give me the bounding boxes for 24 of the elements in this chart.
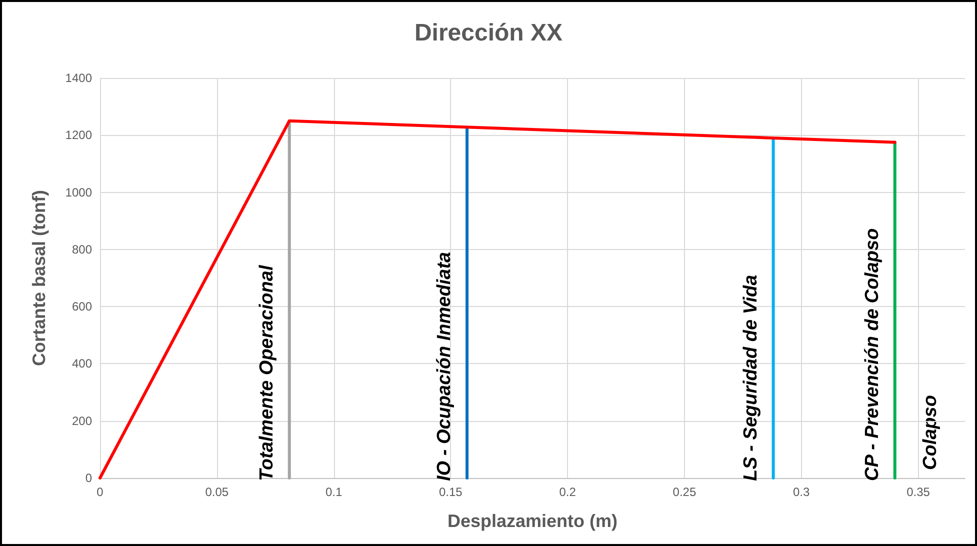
text: IO - Ocupación Inmediata [434, 251, 456, 481]
x-tick-label: 0.05 [205, 485, 229, 499]
chart-title: Dirección XX [414, 20, 563, 46]
y-tick-label: 1200 [65, 128, 92, 142]
y-tick-label: 800 [72, 242, 92, 256]
y-tick-label: 1000 [65, 185, 92, 200]
x-tick-label: 0.25 [672, 485, 696, 499]
y-tick-label: 0 [85, 471, 92, 485]
x-tick-label: 0.1 [325, 485, 342, 499]
x-tick-label: 0.3 [793, 485, 810, 499]
annotation: Colapso [920, 395, 941, 470]
text: Totalmente Operacional [256, 264, 278, 481]
x-tick-label: 0.35 [906, 485, 930, 499]
text: CP - Prevención de Colapso [862, 228, 883, 481]
x-tick-label: 0 [96, 485, 104, 499]
text: LS - Seguridad de Vida [740, 274, 762, 481]
x-tick-label: 0.15 [438, 485, 463, 499]
x-axis-title: Desplazamiento (m) [447, 511, 618, 531]
x-tick-label: 0.2 [559, 485, 576, 499]
y-axis-title: Cortante basal (tonf) [29, 190, 49, 366]
y-tick-label: 400 [72, 356, 92, 371]
y-tick-label: 600 [72, 300, 92, 314]
y-tick-label: 200 [72, 414, 92, 428]
y-tick-label: 1400 [65, 71, 92, 85]
